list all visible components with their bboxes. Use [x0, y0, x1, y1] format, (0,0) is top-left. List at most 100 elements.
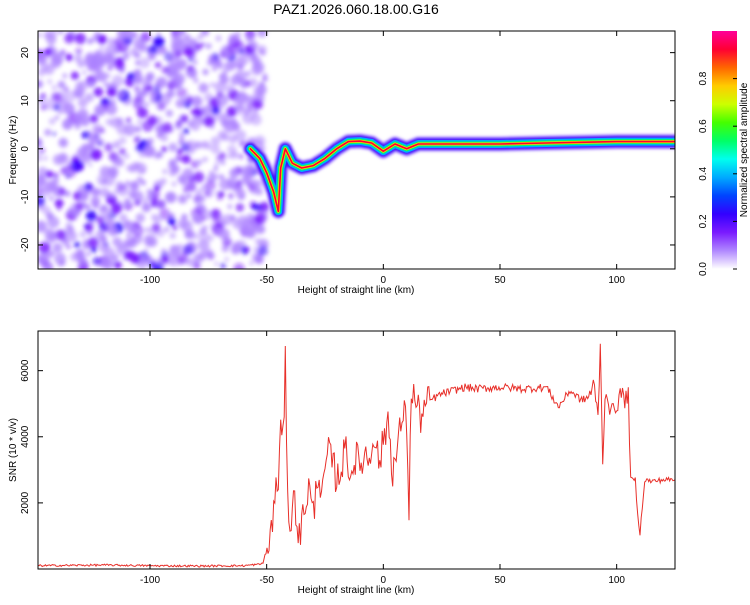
- noise-blob: [177, 218, 189, 230]
- noise-blob: [44, 128, 52, 136]
- noise-blob: [119, 213, 128, 223]
- noise-blob: [220, 118, 230, 128]
- noise-blob: [139, 254, 151, 265]
- noise-blob: [161, 122, 173, 134]
- spectrogram-noise-region: [38, 31, 270, 269]
- noise-blob: [38, 174, 47, 185]
- noise-blob: [93, 87, 104, 97]
- noise-blob: [104, 175, 115, 187]
- noise-blob: [219, 262, 227, 269]
- noise-blob: [132, 190, 144, 203]
- noise-blob: [202, 225, 208, 230]
- noise-blob: [169, 232, 176, 239]
- colorbar-tick-label: 0.0: [698, 262, 709, 276]
- colorbar-tick-label: 0.8: [698, 71, 709, 85]
- noise-blob: [183, 128, 190, 135]
- noise-blob: [161, 146, 168, 153]
- noise-blob: [246, 35, 255, 44]
- noise-blob: [135, 143, 145, 153]
- noise-blob: [215, 190, 220, 196]
- noise-blob: [109, 97, 115, 104]
- noise-blob: [161, 248, 167, 254]
- noise-blob: [236, 92, 248, 105]
- snr-y-tick-label: 2000: [20, 491, 31, 514]
- noise-blob: [161, 46, 167, 51]
- noise-blob: [253, 99, 264, 110]
- noise-blob: [111, 202, 122, 214]
- noise-blob: [191, 115, 200, 123]
- noise-blob: [65, 168, 71, 174]
- noise-blob: [165, 191, 177, 203]
- noise-blob: [77, 60, 85, 68]
- noise-blob: [134, 137, 139, 143]
- noise-blob: [189, 38, 198, 47]
- noise-blob: [49, 250, 55, 257]
- noise-blob: [74, 90, 83, 98]
- noise-blob: [87, 80, 95, 88]
- noise-blob: [249, 261, 254, 266]
- noise-blob: [235, 203, 245, 212]
- noise-blob: [94, 104, 106, 117]
- noise-blob: [197, 239, 210, 251]
- noise-blob: [210, 136, 221, 147]
- noise-blob: [205, 180, 217, 191]
- noise-blob: [168, 159, 177, 167]
- noise-blob: [226, 106, 238, 117]
- snr-y-tick-label: 4000: [20, 425, 31, 448]
- noise-blob: [244, 246, 250, 252]
- noise-blob: [159, 177, 167, 185]
- noise-blob: [186, 94, 192, 100]
- noise-blob: [79, 230, 87, 238]
- spectrogram-x-tick-label: 100: [608, 275, 625, 286]
- noise-blob: [51, 85, 57, 91]
- noise-blob: [125, 180, 130, 186]
- noise-blob: [73, 241, 81, 248]
- noise-blob: [181, 154, 191, 164]
- noise-blob: [97, 141, 102, 146]
- noise-blob: [151, 197, 158, 204]
- noise-blob: [105, 103, 118, 116]
- noise-blob: [42, 155, 48, 161]
- noise-blob: [149, 95, 158, 104]
- noise-blob: [54, 115, 60, 120]
- noise-blob: [152, 85, 161, 94]
- noise-blob: [233, 123, 240, 130]
- noise-blob: [58, 137, 68, 147]
- noise-blob: [257, 225, 266, 234]
- colorbar-gradient: [712, 31, 737, 269]
- snr-x-tick-label: 100: [608, 575, 625, 586]
- noise-blob: [218, 174, 225, 180]
- noise-blob: [217, 63, 224, 70]
- noise-blob: [142, 198, 148, 204]
- noise-blob: [94, 230, 105, 241]
- noise-blob: [173, 73, 186, 85]
- noise-blob: [242, 166, 254, 179]
- noise-blob: [168, 142, 178, 152]
- noise-blob: [193, 171, 205, 183]
- noise-blob: [206, 60, 212, 66]
- noise-blob: [146, 195, 151, 200]
- noise-blob: [73, 191, 83, 201]
- noise-blob: [81, 131, 90, 140]
- noise-blob: [220, 160, 226, 166]
- noise-blob: [236, 179, 243, 186]
- noise-blob: [205, 43, 212, 50]
- noise-blob: [80, 192, 88, 201]
- noise-blob: [227, 204, 233, 210]
- noise-blob: [38, 241, 51, 254]
- noise-blob: [106, 219, 116, 229]
- noise-blob: [123, 238, 133, 249]
- noise-blob: [57, 187, 67, 196]
- noise-blob: [161, 66, 170, 75]
- noise-blob: [140, 31, 151, 43]
- noise-blob: [38, 138, 43, 146]
- spectrogram-x-ticks: -100 -50 0 50 100: [140, 31, 625, 286]
- noise-blob: [90, 148, 102, 161]
- noise-blob: [154, 61, 162, 69]
- noise-blob: [194, 189, 202, 197]
- noise-blob: [146, 188, 153, 196]
- noise-blob: [52, 52, 64, 64]
- noise-blob: [171, 181, 177, 187]
- noise-blob: [253, 246, 259, 252]
- noise-blob: [103, 81, 110, 88]
